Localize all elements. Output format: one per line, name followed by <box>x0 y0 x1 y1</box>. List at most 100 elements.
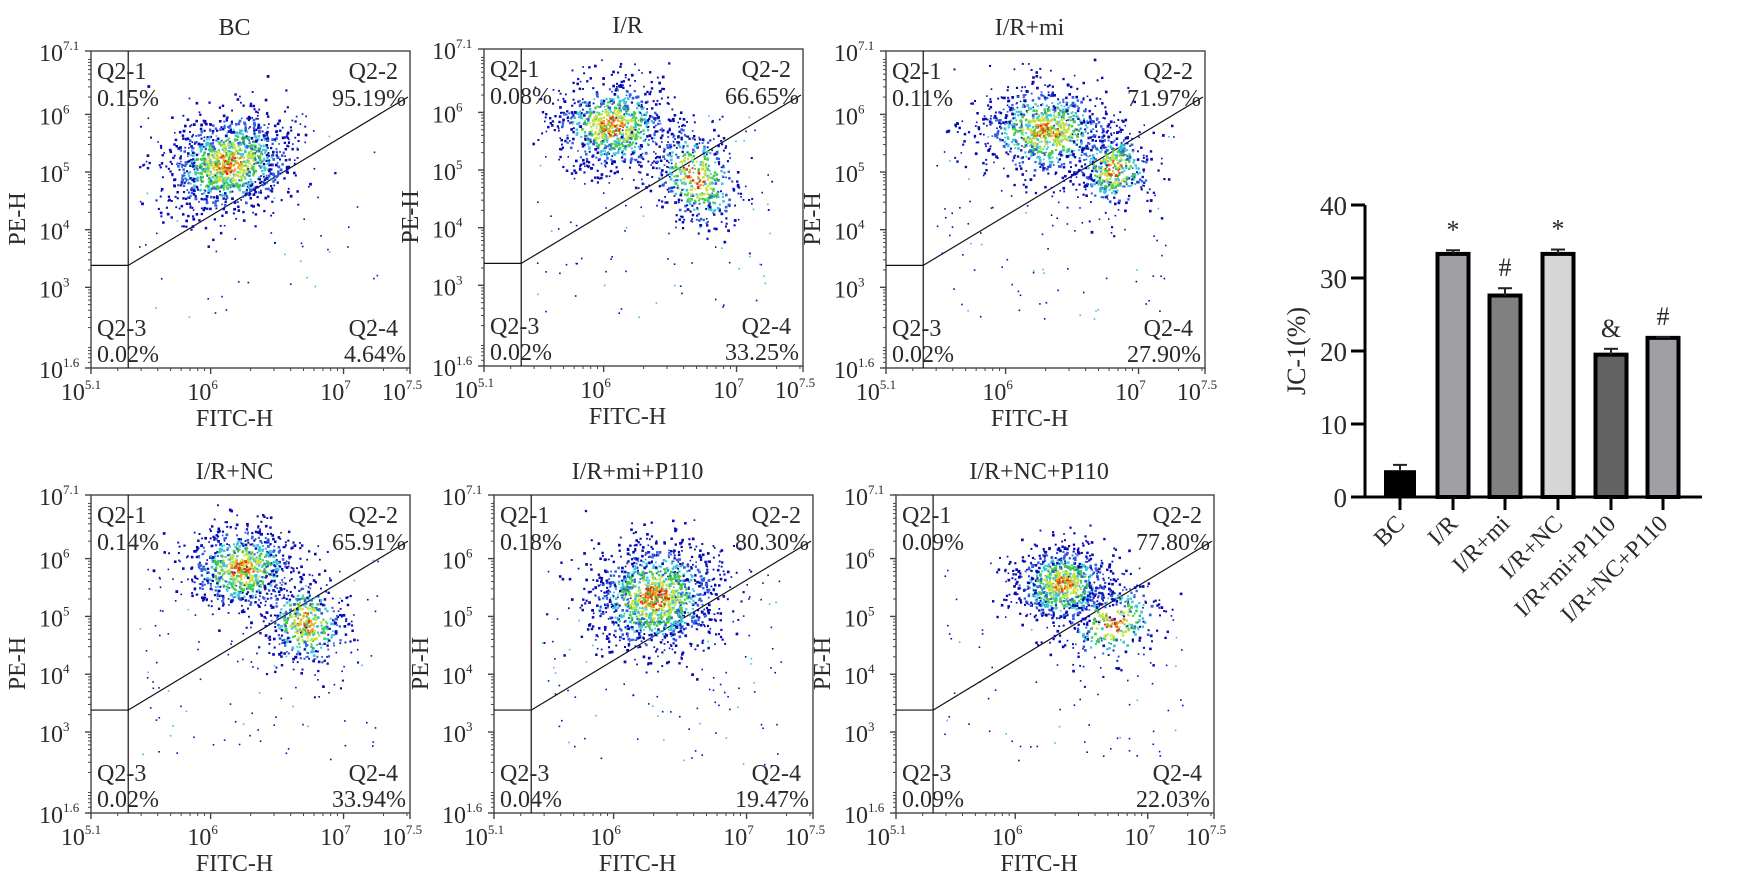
event-dot <box>545 156 547 158</box>
event-dot <box>722 193 724 195</box>
event-dot <box>1045 135 1048 138</box>
event-dot <box>661 88 663 90</box>
event-dot <box>957 131 959 133</box>
event-dot <box>1052 94 1055 97</box>
event-dot <box>567 135 569 137</box>
event-dot <box>1143 155 1145 157</box>
event-dot <box>684 157 686 159</box>
tick-base: 10 <box>834 41 858 67</box>
event-dot <box>1023 94 1025 96</box>
event-dot <box>1006 133 1008 135</box>
event-dot <box>1042 118 1044 120</box>
event-dot <box>1055 149 1057 151</box>
event-dot <box>1104 185 1107 188</box>
event-dot <box>1111 192 1113 194</box>
event-dot <box>562 166 564 168</box>
event-dot <box>204 169 206 171</box>
event-dot <box>587 119 590 122</box>
event-dot <box>347 246 349 248</box>
event-dot <box>1044 146 1046 148</box>
event-dot <box>1014 147 1016 149</box>
event-dot <box>727 160 729 162</box>
event-dot <box>196 186 199 189</box>
event-dot <box>1061 163 1063 165</box>
event-dot <box>196 165 198 167</box>
event-dot <box>216 158 218 160</box>
event-dot <box>697 186 700 189</box>
event-dot <box>258 165 260 167</box>
event-dot <box>661 98 663 100</box>
event-dot <box>185 198 187 200</box>
x-axis-label: FITC-H <box>589 404 666 430</box>
event-dot <box>1104 170 1106 172</box>
event-dot <box>1116 131 1119 134</box>
event-dot <box>226 182 228 184</box>
event-dot <box>978 128 980 130</box>
event-dot <box>629 96 631 98</box>
event-dot <box>589 105 591 107</box>
event-dot <box>627 138 630 141</box>
event-dot <box>1046 118 1048 120</box>
event-dot <box>268 123 270 125</box>
event-dot <box>253 193 256 196</box>
event-dot <box>641 72 643 74</box>
event-dot <box>255 213 257 215</box>
event-dot <box>683 219 685 221</box>
event-dot <box>589 108 592 111</box>
event-dot <box>237 150 239 152</box>
event-dot <box>1057 98 1059 100</box>
tick-base: 10 <box>320 380 344 406</box>
event-dot <box>1002 97 1004 99</box>
event-dot <box>1042 123 1045 126</box>
event-dot <box>693 172 695 174</box>
event-dot <box>1070 154 1073 157</box>
event-dot <box>657 116 660 119</box>
event-dot <box>171 200 173 202</box>
event-dot <box>639 172 641 174</box>
event-dot <box>593 123 596 126</box>
event-dot <box>678 145 680 147</box>
event-dot <box>687 198 690 201</box>
y-tick-label: 107.1 <box>39 38 79 67</box>
event-dot <box>674 285 676 287</box>
tick-base: 10 <box>61 380 85 406</box>
event-dot <box>1098 121 1101 124</box>
tick-exponent: 7.1 <box>858 38 874 53</box>
event-dot <box>634 126 637 129</box>
event-dot <box>1047 85 1049 87</box>
tick-base: 10 <box>432 39 456 65</box>
event-dot <box>578 100 580 102</box>
event-dot <box>635 134 637 136</box>
event-dot <box>1028 107 1030 109</box>
event-dot <box>189 207 191 209</box>
event-dot <box>1113 190 1116 193</box>
event-dot <box>1106 161 1108 163</box>
event-dot <box>657 123 659 125</box>
event-dot <box>1109 200 1112 203</box>
event-dot <box>237 135 240 138</box>
event-dot <box>693 135 695 137</box>
event-dot <box>255 111 257 113</box>
event-dot <box>580 164 583 167</box>
event-dot <box>680 111 683 114</box>
event-dot <box>572 70 574 72</box>
event-dot <box>305 116 307 118</box>
event-dot <box>731 180 733 182</box>
event-dot <box>1069 170 1072 173</box>
event-dot <box>1028 109 1030 111</box>
event-dot <box>576 225 578 227</box>
event-dot <box>183 185 186 188</box>
event-dot <box>748 199 750 201</box>
event-dot <box>184 125 187 128</box>
event-dot <box>193 185 196 188</box>
event-dot <box>160 147 162 149</box>
event-dot <box>263 163 266 166</box>
tick-base: 10 <box>856 380 880 406</box>
event-dot <box>215 200 218 203</box>
event-dot <box>607 153 609 155</box>
event-dot <box>1021 116 1024 119</box>
event-dot <box>1046 105 1048 107</box>
event-dot <box>1062 146 1065 149</box>
event-dot <box>225 135 228 138</box>
event-dot <box>261 139 263 141</box>
